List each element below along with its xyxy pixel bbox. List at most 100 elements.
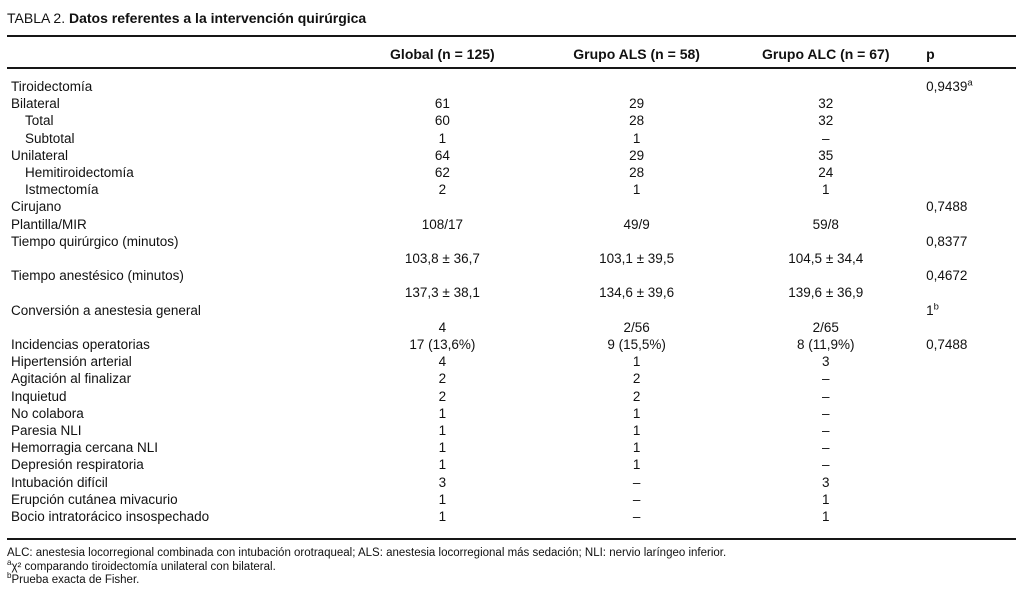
cell-global: 1 [438, 509, 447, 525]
cell-global: 61 [434, 96, 450, 112]
cell-p [916, 474, 1016, 491]
cell-global [347, 267, 538, 284]
cell-p: 0,4672 [926, 268, 968, 284]
cell-global: 108/17 [421, 216, 464, 232]
cell-global [347, 198, 538, 215]
col-header-p: p [916, 35, 1016, 69]
cell-als [538, 198, 736, 215]
cell-label: Cirujano [11, 199, 62, 215]
cell-p [916, 319, 1016, 336]
col-header-als: Grupo ALS (n = 58) [537, 35, 736, 69]
cell-p: 0,9439a [926, 77, 973, 94]
cell-alc [735, 68, 916, 95]
cell-label: Plantilla/MIR [11, 216, 87, 232]
table-row: Depresión respiratoria 1 1 – [7, 456, 1016, 473]
cell-label: Hemitiroidectomía [25, 165, 134, 181]
cell-p [916, 181, 1016, 198]
cell-p [916, 250, 1016, 267]
table-row: 103,8 ± 36,7 103,1 ± 39,5 104,5 ± 34,4 [7, 250, 1016, 267]
table-row: Plantilla/MIR 108/17 49/9 59/8 [7, 216, 1016, 233]
cell-als: 1 [632, 182, 641, 198]
cell-als: 9 (15,5%) [607, 337, 666, 353]
cell-als [538, 68, 736, 95]
cell-als: – [632, 509, 641, 525]
cell-alc: 139,6 ± 36,9 [788, 285, 864, 301]
cell-label: Tiroidectomía [11, 79, 93, 94]
table-title: TABLA 2. Datos referentes a la intervenc… [7, 0, 1016, 26]
table-row: Tiroidectomía 0,9439a [7, 68, 1016, 95]
cell-global: 60 [434, 113, 450, 129]
table-row: Tiempo anestésico (minutos) 0,4672 [7, 267, 1016, 284]
cell-alc: 2/65 [812, 319, 839, 335]
cell-global: 4 [438, 319, 447, 335]
cell-p [916, 491, 1016, 508]
table-row: Unilateral 64 29 35 [7, 147, 1016, 164]
cell-als: 1 [632, 440, 641, 456]
cell-p [916, 370, 1016, 387]
cell-label: No colabora [11, 405, 84, 421]
table-row: Agitación al finalizar 2 2 – [7, 370, 1016, 387]
cell-p: 1b [926, 301, 939, 318]
cell-alc: 3 [822, 474, 830, 490]
cell-alc: 8 (11,9%) [797, 337, 855, 353]
cell-global: 1 [438, 457, 447, 473]
cell-als: 103,1 ± 39,5 [599, 251, 675, 267]
cell-p [916, 216, 1016, 233]
cell-global: 1 [438, 491, 447, 507]
cell-alc [735, 267, 916, 284]
cell-label: Paresia NLI [11, 423, 82, 439]
footnote-line: ALC: anestesia locorregional combinada c… [7, 547, 727, 560]
cell-alc: 1 [822, 182, 830, 198]
cell-label: Inquietud [11, 388, 67, 404]
cell-label: Unilateral [11, 147, 69, 163]
cell-label: Conversión a anestesia general [11, 302, 201, 318]
cell-alc [735, 233, 916, 250]
cell-label: Depresión respiratoria [11, 457, 144, 473]
cell-p [916, 284, 1016, 301]
cell-global: 2 [438, 182, 447, 198]
table-row: Incidencias operatorias 17 (13,6%) 9 (15,5… [7, 336, 1016, 353]
cell-label: Incidencias operatorias [11, 337, 150, 353]
cell-alc [735, 198, 916, 215]
cell-global [347, 68, 538, 95]
cell-alc: – [822, 457, 830, 473]
cell-p [916, 95, 1016, 112]
footnote-line: bPrueba exacta de Fisher. [7, 571, 140, 587]
cell-als: – [632, 474, 641, 490]
cell-label: Erupción cutánea mivacurio [11, 491, 178, 507]
cell-global: 62 [434, 165, 450, 181]
cell-p [916, 388, 1016, 405]
cell-als: 2 [632, 371, 641, 387]
cell-global: 3 [438, 474, 447, 490]
cell-global [347, 302, 538, 319]
cell-alc: 1 [822, 491, 830, 507]
col-header-alc: Grupo ALC (n = 67) [735, 35, 917, 69]
cell-global: 2 [438, 371, 447, 387]
cell-label: Subtotal [25, 130, 75, 146]
cell-alc: 32 [818, 113, 834, 129]
cell-global: 2 [438, 388, 447, 404]
cell-p [916, 164, 1016, 181]
table-row: Hipertensión arterial 4 1 3 [7, 353, 1016, 370]
cell-label: Tiempo quirúrgico (minutos) [11, 233, 179, 249]
cell-p [916, 508, 1016, 539]
cell-als [538, 267, 736, 284]
cell-als: 1 [632, 457, 641, 473]
cell-als: 29 [629, 96, 645, 112]
cell-alc: 32 [818, 96, 834, 112]
cell-label: Bocio intratorácico insospechado [11, 509, 210, 525]
cell-als: 1 [632, 130, 641, 146]
cell-als: 29 [629, 147, 645, 163]
cell-p: 0,7488 [926, 337, 968, 353]
cell-p [916, 353, 1016, 370]
table-row: No colabora 1 1 – [7, 405, 1016, 422]
cell-p [916, 112, 1016, 129]
table-row: Tiempo quirúrgico (minutos) 0,8377 [7, 233, 1016, 250]
cell-alc: 24 [818, 165, 834, 181]
cell-p: 0,7488 [926, 199, 968, 215]
cell-label: Agitación al finalizar [11, 371, 132, 387]
table-row: Hemitiroidectomía 62 28 24 [7, 164, 1016, 181]
table-title-text: Datos referentes a la intervención quirú… [69, 10, 367, 26]
cell-als: 28 [629, 165, 645, 181]
cell-als: 1 [632, 405, 641, 421]
